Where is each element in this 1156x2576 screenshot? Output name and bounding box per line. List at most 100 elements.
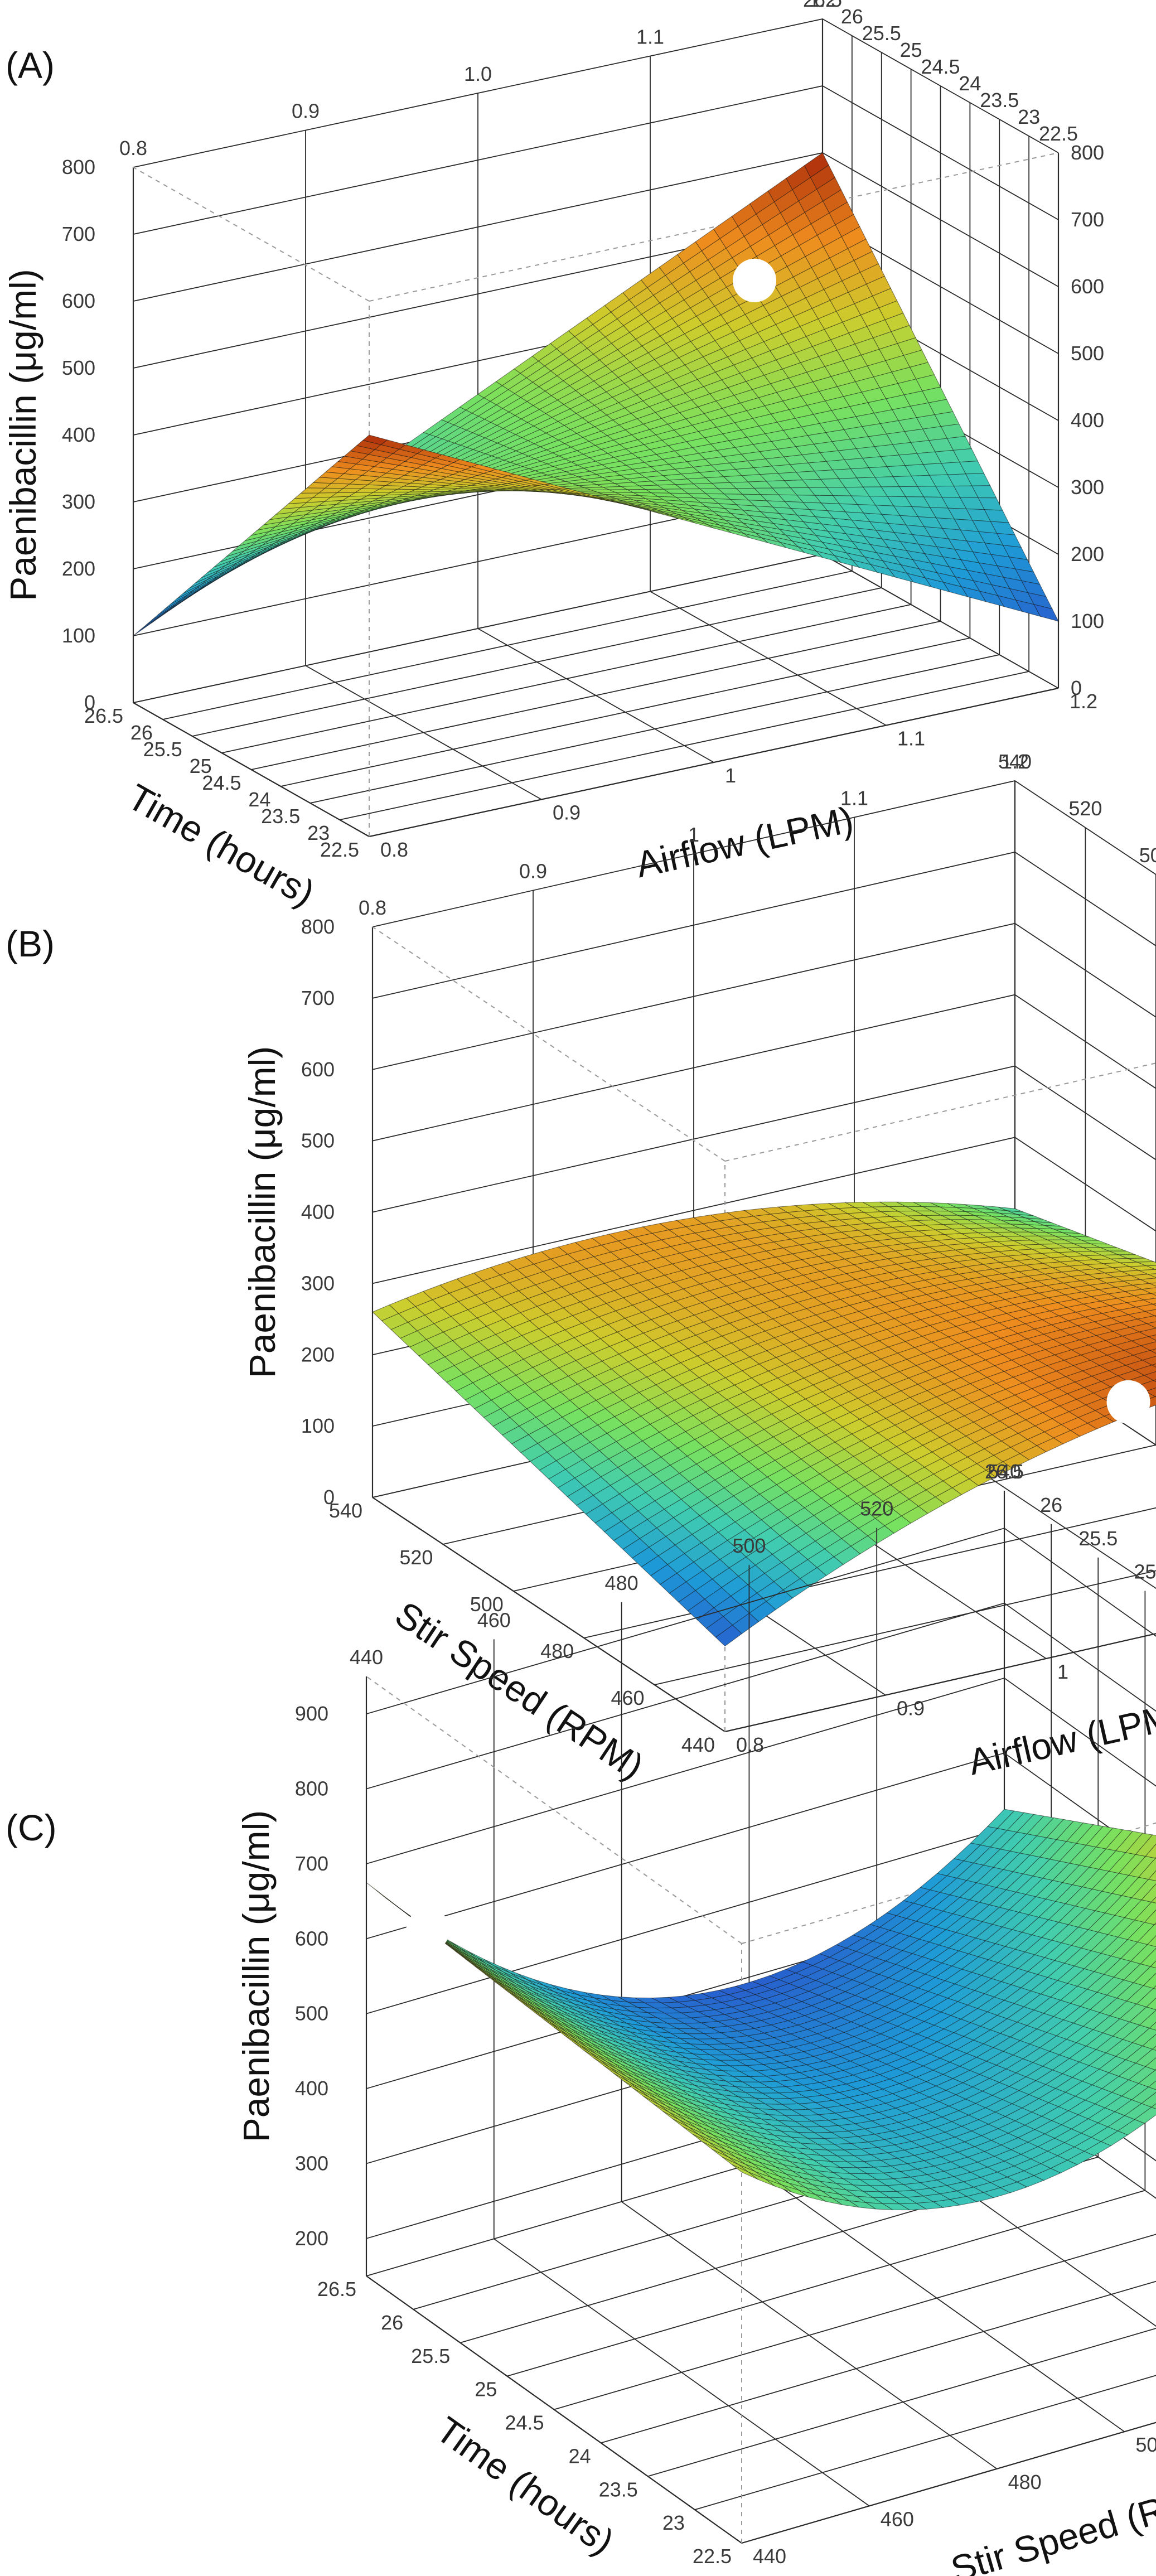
- back-y-tick: 460: [477, 1608, 511, 1631]
- x-tick: 22.5: [693, 2545, 732, 2568]
- optimum-marker: [1106, 1380, 1150, 1424]
- y-tick: 0.8: [736, 1733, 764, 1756]
- y-tick: 1.1: [897, 727, 925, 750]
- z-tick-left: 500: [301, 1129, 335, 1152]
- back-x-tick: 26: [841, 5, 863, 28]
- back-y-tick: 440: [350, 1646, 383, 1669]
- back-y-tick: 1.2: [809, 0, 836, 11]
- z-tick-left: 800: [301, 915, 335, 938]
- back-y-tick: 1.1: [840, 787, 868, 810]
- y-tick: 0.8: [380, 838, 408, 861]
- back-y-tick: 1.0: [464, 62, 492, 85]
- optimum-marker: [733, 258, 777, 302]
- back-x-tick: 25.5: [862, 22, 901, 45]
- y-tick: 500: [1135, 2433, 1156, 2456]
- z-tick-left: 600: [301, 1058, 335, 1081]
- box-edge-dashed: [724, 1062, 1156, 1162]
- x-tick: 440: [681, 1733, 715, 1756]
- z-tick-left: 900: [295, 1702, 328, 1725]
- z-tick-right: 0: [1071, 676, 1082, 699]
- back-x-tick: 26.5: [803, 0, 842, 11]
- floor-grid-y: [477, 628, 714, 763]
- back-y-tick: 1: [688, 823, 699, 846]
- response-surface: [372, 1201, 1156, 1647]
- z-tick-left: 100: [301, 1414, 335, 1437]
- floor-grid-y: [305, 665, 542, 800]
- wall-grid-z: [372, 922, 1156, 1070]
- floor-grid-y: [650, 591, 887, 726]
- panel-c: 200 300 400 500 600 700 800 900 26.5 26 25.5 25 24.5…: [6, 1460, 1156, 2576]
- x-tick: 26.5: [317, 2278, 356, 2300]
- panel-label: (C): [6, 1807, 57, 1848]
- back-x-tick: 22.5: [1039, 122, 1078, 145]
- back-x-tick: 520: [1068, 797, 1102, 820]
- floor-grid-y: [494, 2238, 870, 2507]
- z-tick-left: 400: [62, 423, 95, 446]
- back-y-tick: 480: [605, 1572, 639, 1594]
- panel-label: (B): [6, 923, 55, 964]
- z-axis-title: Paenibacillin (μg/ml): [235, 1810, 277, 2143]
- floor-grid-x: [694, 2375, 1156, 2510]
- z-tick-right: 400: [1071, 409, 1104, 432]
- x-tick: 520: [399, 1546, 433, 1569]
- z-tick-right: 100: [1071, 610, 1104, 632]
- y-tick: 480: [1008, 2471, 1042, 2493]
- x-tick: 25.5: [143, 738, 182, 761]
- x-tick: 24.5: [505, 2411, 544, 2434]
- back-y-tick: 0.9: [292, 100, 320, 123]
- y-tick: 460: [881, 2507, 914, 2530]
- z-tick-left: 700: [62, 223, 95, 245]
- x-tick: 23.5: [261, 805, 300, 828]
- floor-grid-x: [724, 1633, 1156, 1732]
- z-tick-left: 500: [62, 356, 95, 379]
- box-edge-dashed: [369, 152, 1059, 302]
- wall-grid-z: [372, 851, 1156, 999]
- back-x-tick: 24: [959, 72, 981, 95]
- z-tick-right: 200: [1071, 543, 1104, 566]
- y-tick: 1: [725, 764, 736, 787]
- z-tick-left: 0: [323, 1486, 335, 1509]
- x-tick: 23: [662, 2511, 685, 2534]
- floor-grid-x: [554, 2234, 1156, 2410]
- back-x-tick: 540: [998, 750, 1032, 773]
- x-tick: 480: [540, 1640, 574, 1662]
- z-tick-right: 500: [1071, 342, 1104, 365]
- y-axis-title: Stir Speed (RPM): [946, 2470, 1156, 2576]
- back-y-tick: 0.8: [359, 896, 386, 919]
- wall-grid-z: [372, 994, 1156, 1142]
- x-tick: 460: [611, 1686, 645, 1709]
- box-edge-dashed: [133, 167, 370, 302]
- z-tick-right: 600: [1071, 275, 1104, 298]
- back-x-tick: 24.5: [921, 55, 960, 78]
- x-tick: 22.5: [320, 838, 359, 861]
- back-x-tick: 25: [1134, 1560, 1156, 1583]
- wall-grid-z: [133, 152, 1059, 302]
- z-tick-left: 800: [295, 1777, 328, 1800]
- y-tick: 1: [1057, 1660, 1068, 1683]
- wall-grid-z: [372, 780, 1156, 927]
- z-tick-left: 700: [295, 1852, 328, 1875]
- z-tick-left: 500: [295, 2002, 328, 2025]
- z-axis-title: Paenibacillin (μg/ml): [241, 1046, 283, 1379]
- z-tick-left: 300: [62, 490, 95, 513]
- back-x-tick: 26: [1040, 1494, 1062, 1516]
- back-x-tick: 500: [1139, 844, 1156, 867]
- x-tick: 25.5: [411, 2345, 450, 2367]
- y-tick: 1.2: [1070, 690, 1097, 713]
- z-tick-left: 600: [295, 1927, 328, 1950]
- x-tick: 26.5: [84, 704, 123, 727]
- z-axis-title: Paenibacillin (μg/ml): [2, 269, 43, 601]
- x-tick: 23.5: [599, 2478, 638, 2501]
- z-tick-left: 600: [62, 289, 95, 312]
- z-tick-left: 200: [301, 1343, 335, 1366]
- box-edge: [133, 702, 370, 837]
- z-tick-left: 0: [84, 691, 95, 714]
- z-tick-left: 800: [62, 156, 95, 178]
- back-y-tick: 520: [860, 1497, 893, 1520]
- box-edge: [372, 1497, 725, 1732]
- x-tick: 23: [307, 821, 330, 844]
- x-tick: 26: [130, 721, 153, 744]
- z-tick-left: 700: [301, 987, 335, 1009]
- panel-label: (A): [6, 45, 55, 86]
